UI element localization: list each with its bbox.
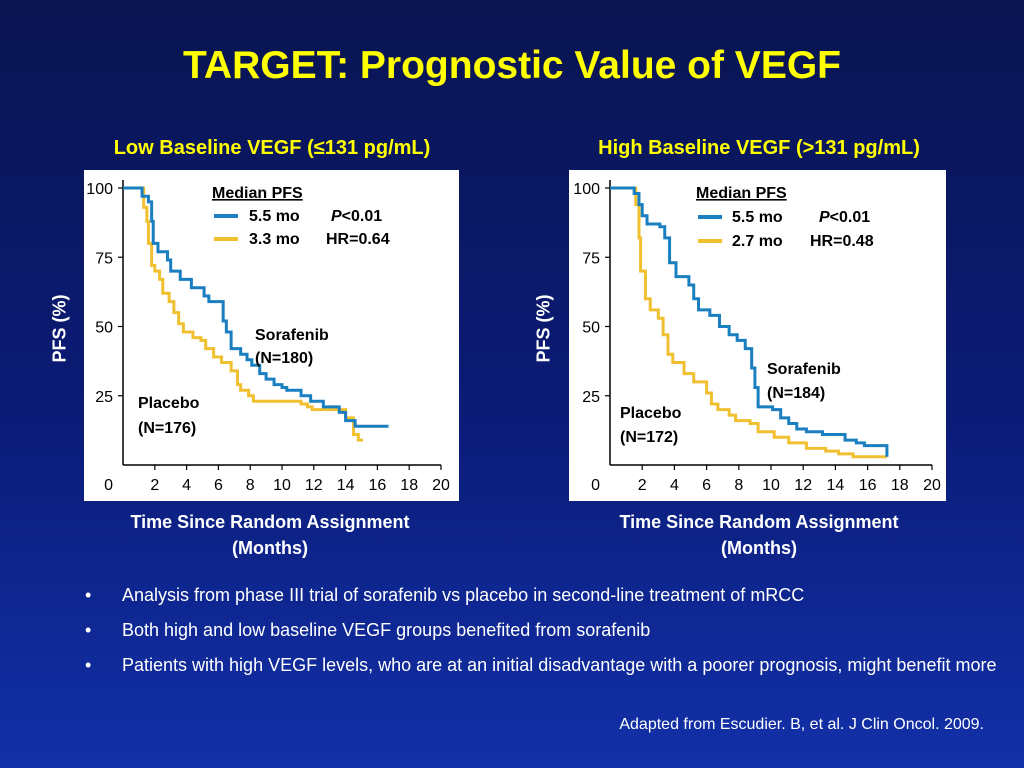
series-label-sorafenib: Sorafenib xyxy=(767,361,841,378)
y-tick-label: 25 xyxy=(582,389,600,406)
x-tick-label: 2 xyxy=(638,477,647,494)
x-tick-label: 16 xyxy=(859,477,877,494)
bullet-item: • Patients with high VEGF levels, who are… xyxy=(80,652,1000,678)
citation: Adapted from Escudier. B, et al. J Clin … xyxy=(619,716,984,733)
panel-title-low-vegf: Low Baseline VEGF (≤131 pg/mL) xyxy=(113,137,431,159)
y-tick-label: 100 xyxy=(86,181,113,198)
bullet-list: • Analysis from phase III trial of sorafe… xyxy=(80,582,1000,687)
y-tick-label: 0 xyxy=(591,477,600,494)
km-plot-high-vegf: 0 25 50 75 100 2 4 6 8 10 12 14 16 18 20 Median PFS 5.5 … xyxy=(569,170,946,501)
x-axis-label-line2: (Months) xyxy=(721,538,797,558)
y-axis-label-high-vegf: PFS (%) xyxy=(533,294,554,363)
y-tick-label: 50 xyxy=(95,320,113,337)
legend-median-placebo: 3.3 mo xyxy=(249,231,300,248)
y-tick-label: 75 xyxy=(582,250,600,267)
p-value-label: P<0.01 xyxy=(331,208,382,225)
series-n-sorafenib: (N=184) xyxy=(767,385,825,402)
p-value-label: P<0.01 xyxy=(819,209,870,226)
bullet-dot: • xyxy=(85,655,92,675)
x-axis-label-high-vegf: Time Since Random Assignment (Months) xyxy=(549,509,969,561)
x-tick-label: 10 xyxy=(762,477,780,494)
km-chart-low-vegf: 0 25 50 75 100 2 4 6 8 10 12 14 16 18 20 Median PFS 5.5 … xyxy=(86,180,450,494)
x-axis-label-line1: Time Since Random Assignment xyxy=(130,512,410,532)
x-tick-label: 6 xyxy=(702,477,711,494)
slide-title: TARGET: Prognostic Value of VEGF xyxy=(182,44,841,87)
km-plot-low-vegf: 0 25 50 75 100 2 4 6 8 10 12 14 16 18 20 Median PFS 5.5 … xyxy=(84,170,459,501)
y-tick-label: 75 xyxy=(95,250,113,267)
x-tick-label: 12 xyxy=(794,477,812,494)
bullet-dot: • xyxy=(85,585,92,605)
x-tick-label: 6 xyxy=(214,477,223,494)
legend-median-sorafenib: 5.5 mo xyxy=(249,208,300,225)
x-tick-label: 18 xyxy=(891,477,909,494)
y-tick-label: 50 xyxy=(582,320,600,337)
km-chart-high-vegf: 0 25 50 75 100 2 4 6 8 10 12 14 16 18 20 Median PFS 5.5 … xyxy=(573,180,941,494)
x-tick-label: 14 xyxy=(827,477,845,494)
bullet-item: • Analysis from phase III trial of sorafe… xyxy=(80,582,1000,608)
y-tick-label: 100 xyxy=(573,181,600,198)
x-axis-label-low-vegf: Time Since Random Assignment (Months) xyxy=(60,509,480,561)
x-tick-label: 20 xyxy=(923,477,941,494)
series-n-placebo: (N=172) xyxy=(620,429,678,446)
x-tick-label: 8 xyxy=(246,477,255,494)
hazard-ratio-label: HR=0.64 xyxy=(326,231,390,248)
x-tick-label: 4 xyxy=(182,477,191,494)
legend-median-placebo: 2.7 mo xyxy=(732,233,783,250)
legend-title: Median PFS xyxy=(696,185,787,202)
x-tick-label: 16 xyxy=(369,477,387,494)
x-tick-label: 18 xyxy=(400,477,418,494)
series-label-placebo: Placebo xyxy=(620,405,682,422)
legend-title: Median PFS xyxy=(212,185,303,202)
hazard-ratio-label: HR=0.48 xyxy=(810,233,874,250)
x-axis-label-line2: (Months) xyxy=(232,538,308,558)
bullet-text: Analysis from phase III trial of sorafen… xyxy=(122,585,805,605)
y-tick-label: 0 xyxy=(104,477,113,494)
x-tick-label: 20 xyxy=(432,477,450,494)
series-label-placebo: Placebo xyxy=(138,395,200,412)
series-n-sorafenib: (N=180) xyxy=(255,350,313,367)
x-tick-label: 8 xyxy=(734,477,743,494)
bullet-dot: • xyxy=(85,620,92,640)
legend-median-sorafenib: 5.5 mo xyxy=(732,209,783,226)
panel-title-high-vegf: High Baseline VEGF (>131 pg/mL) xyxy=(598,137,920,159)
x-tick-label: 2 xyxy=(150,477,159,494)
bullet-item: • Both high and low baseline VEGF groups … xyxy=(80,617,1000,643)
placebo-curve xyxy=(123,186,364,442)
x-axis-label-line1: Time Since Random Assignment xyxy=(619,512,899,532)
placebo-curve xyxy=(610,186,887,459)
x-tick-label: 14 xyxy=(337,477,355,494)
bullet-text: Patients with high VEGF levels, who are … xyxy=(122,655,997,675)
series-n-placebo: (N=176) xyxy=(138,420,196,437)
sorafenib-curve xyxy=(123,186,389,428)
y-axis-label-low-vegf: PFS (%) xyxy=(49,294,70,363)
y-tick-label: 25 xyxy=(95,389,113,406)
x-tick-label: 10 xyxy=(273,477,291,494)
x-tick-label: 12 xyxy=(305,477,323,494)
bullet-text: Both high and low baseline VEGF groups b… xyxy=(122,620,651,640)
sorafenib-curve xyxy=(610,186,889,457)
series-label-sorafenib: Sorafenib xyxy=(255,327,329,344)
x-tick-label: 4 xyxy=(670,477,679,494)
